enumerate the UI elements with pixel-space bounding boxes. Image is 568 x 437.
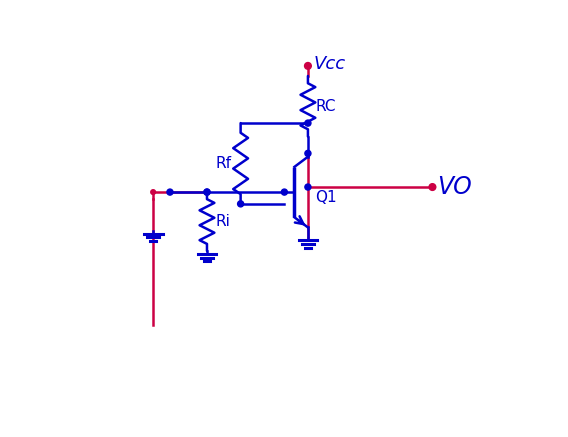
Text: Ri: Ri xyxy=(215,214,230,229)
Circle shape xyxy=(305,184,311,190)
Circle shape xyxy=(151,190,156,194)
Circle shape xyxy=(429,184,436,191)
Circle shape xyxy=(204,189,210,195)
Circle shape xyxy=(305,120,311,126)
Circle shape xyxy=(304,62,311,69)
Text: Vcc: Vcc xyxy=(314,55,346,73)
Text: VO: VO xyxy=(437,175,472,199)
Circle shape xyxy=(305,150,311,156)
Circle shape xyxy=(281,189,287,195)
Circle shape xyxy=(167,189,173,195)
Text: Rf: Rf xyxy=(215,156,231,171)
Circle shape xyxy=(237,201,244,207)
Text: Q1: Q1 xyxy=(315,190,337,205)
Text: RC: RC xyxy=(315,99,336,114)
Circle shape xyxy=(204,189,210,195)
